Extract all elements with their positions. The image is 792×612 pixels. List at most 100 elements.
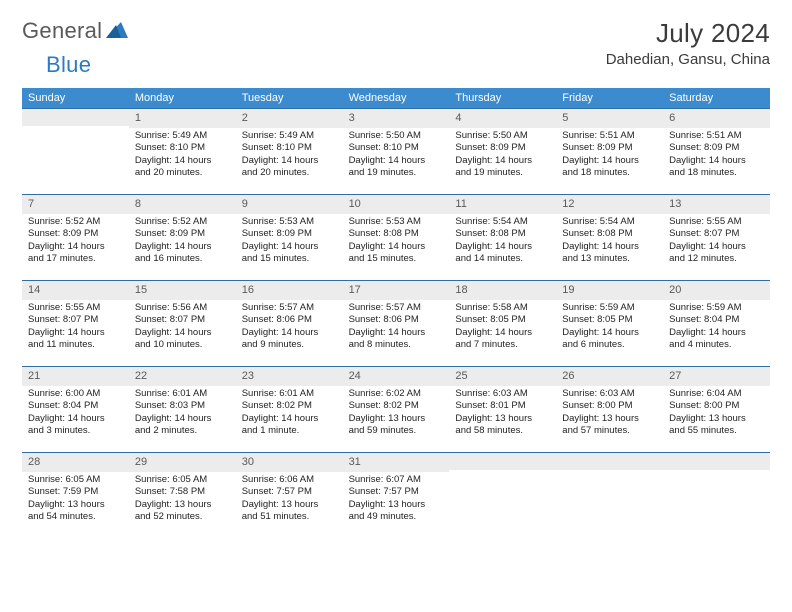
- sunset-text: Sunset: 8:03 PM: [135, 400, 230, 413]
- daylight-text: Daylight: 14 hours and 1 minute.: [242, 413, 337, 438]
- day-content: Sunrise: 5:49 AMSunset: 8:10 PMDaylight:…: [129, 128, 236, 186]
- date-number: 27: [663, 367, 770, 386]
- day-content: Sunrise: 5:52 AMSunset: 8:09 PMDaylight:…: [22, 214, 129, 272]
- date-number: 7: [22, 195, 129, 214]
- daylight-text: Daylight: 14 hours and 3 minutes.: [28, 413, 123, 438]
- sunset-text: Sunset: 8:05 PM: [455, 314, 550, 327]
- sunrise-text: Sunrise: 5:50 AM: [455, 130, 550, 143]
- logo-triangle-icon: [106, 18, 128, 44]
- sunset-text: Sunset: 8:05 PM: [562, 314, 657, 327]
- date-number: 8: [129, 195, 236, 214]
- sunset-text: Sunset: 7:58 PM: [135, 486, 230, 499]
- daylight-text: Daylight: 14 hours and 13 minutes.: [562, 241, 657, 266]
- sunset-text: Sunset: 8:09 PM: [135, 228, 230, 241]
- sunset-text: Sunset: 8:02 PM: [242, 400, 337, 413]
- daylight-text: Daylight: 13 hours and 52 minutes.: [135, 499, 230, 524]
- sunrise-text: Sunrise: 6:05 AM: [28, 474, 123, 487]
- sunrise-text: Sunrise: 5:54 AM: [562, 216, 657, 229]
- day-cell: 17Sunrise: 5:57 AMSunset: 8:06 PMDayligh…: [343, 281, 450, 366]
- day-content: Sunrise: 6:01 AMSunset: 8:02 PMDaylight:…: [236, 386, 343, 444]
- sunrise-text: Sunrise: 5:56 AM: [135, 302, 230, 315]
- day-header-row: Sunday Monday Tuesday Wednesday Thursday…: [22, 88, 770, 108]
- sunrise-text: Sunrise: 5:52 AM: [135, 216, 230, 229]
- day-cell: 3Sunrise: 5:50 AMSunset: 8:10 PMDaylight…: [343, 109, 450, 194]
- date-number: 23: [236, 367, 343, 386]
- day-content: Sunrise: 6:07 AMSunset: 7:57 PMDaylight:…: [343, 472, 450, 530]
- day-content: Sunrise: 6:01 AMSunset: 8:03 PMDaylight:…: [129, 386, 236, 444]
- day-cell: 13Sunrise: 5:55 AMSunset: 8:07 PMDayligh…: [663, 195, 770, 280]
- daylight-text: Daylight: 14 hours and 15 minutes.: [349, 241, 444, 266]
- logo-word-2: Blue: [46, 52, 91, 78]
- date-number: 9: [236, 195, 343, 214]
- sunset-text: Sunset: 7:59 PM: [28, 486, 123, 499]
- day-cell: 7Sunrise: 5:52 AMSunset: 8:09 PMDaylight…: [22, 195, 129, 280]
- day-content: Sunrise: 6:03 AMSunset: 8:00 PMDaylight:…: [556, 386, 663, 444]
- day-header-mon: Monday: [129, 88, 236, 108]
- sunrise-text: Sunrise: 5:50 AM: [349, 130, 444, 143]
- day-content: Sunrise: 6:02 AMSunset: 8:02 PMDaylight:…: [343, 386, 450, 444]
- week-row: 14Sunrise: 5:55 AMSunset: 8:07 PMDayligh…: [22, 280, 770, 366]
- day-content: Sunrise: 5:51 AMSunset: 8:09 PMDaylight:…: [556, 128, 663, 186]
- sunset-text: Sunset: 8:09 PM: [455, 142, 550, 155]
- day-cell: 30Sunrise: 6:06 AMSunset: 7:57 PMDayligh…: [236, 453, 343, 538]
- sunrise-text: Sunrise: 5:55 AM: [28, 302, 123, 315]
- date-number: [556, 453, 663, 470]
- daylight-text: Daylight: 13 hours and 54 minutes.: [28, 499, 123, 524]
- sunrise-text: Sunrise: 6:00 AM: [28, 388, 123, 401]
- day-cell: 21Sunrise: 6:00 AMSunset: 8:04 PMDayligh…: [22, 367, 129, 452]
- date-number: 24: [343, 367, 450, 386]
- day-content: Sunrise: 5:53 AMSunset: 8:09 PMDaylight:…: [236, 214, 343, 272]
- date-number: [449, 453, 556, 470]
- daylight-text: Daylight: 14 hours and 7 minutes.: [455, 327, 550, 352]
- date-number: 18: [449, 281, 556, 300]
- date-number: 29: [129, 453, 236, 472]
- day-cell: 12 Sunrise: 5:54 AMSunset: 8:08 PMDayligh…: [556, 195, 663, 280]
- date-number: 12: [556, 195, 663, 214]
- day-cell: [663, 453, 770, 538]
- week-row: 28Sunrise: 6:05 AMSunset: 7:59 PMDayligh…: [22, 452, 770, 538]
- day-cell: 25Sunrise: 6:03 AMSunset: 8:01 PMDayligh…: [449, 367, 556, 452]
- sunset-text: Sunset: 8:07 PM: [28, 314, 123, 327]
- location-text: Dahedian, Gansu, China: [606, 51, 770, 68]
- daylight-text: Daylight: 13 hours and 57 minutes.: [562, 413, 657, 438]
- sunrise-text: Sunrise: 5:54 AM: [455, 216, 550, 229]
- day-cell: 24Sunrise: 6:02 AMSunset: 8:02 PMDayligh…: [343, 367, 450, 452]
- daylight-text: Daylight: 13 hours and 49 minutes.: [349, 499, 444, 524]
- date-number: 13: [663, 195, 770, 214]
- logo: General: [22, 18, 130, 44]
- day-content: Sunrise: 6:06 AMSunset: 7:57 PMDaylight:…: [236, 472, 343, 530]
- date-number: [22, 109, 129, 126]
- daylight-text: Daylight: 14 hours and 2 minutes.: [135, 413, 230, 438]
- day-content: Sunrise: 5:51 AMSunset: 8:09 PMDaylight:…: [663, 128, 770, 186]
- sunrise-text: Sunrise: 5:53 AM: [242, 216, 337, 229]
- day-cell: 14Sunrise: 5:55 AMSunset: 8:07 PMDayligh…: [22, 281, 129, 366]
- daylight-text: Daylight: 14 hours and 18 minutes.: [669, 155, 764, 180]
- day-cell: 6Sunrise: 5:51 AMSunset: 8:09 PMDaylight…: [663, 109, 770, 194]
- date-number: 10: [343, 195, 450, 214]
- sunrise-text: Sunrise: 5:49 AM: [135, 130, 230, 143]
- sunrise-text: Sunrise: 5:59 AM: [562, 302, 657, 315]
- date-number: 17: [343, 281, 450, 300]
- date-number: 2: [236, 109, 343, 128]
- month-title: July 2024: [606, 18, 770, 49]
- sunrise-text: Sunrise: 6:01 AM: [242, 388, 337, 401]
- day-content: Sunrise: 5:54 AMSunset: 8:08 PMDaylight:…: [449, 214, 556, 272]
- day-cell: 27Sunrise: 6:04 AMSunset: 8:00 PMDayligh…: [663, 367, 770, 452]
- day-content: Sunrise: 5:58 AMSunset: 8:05 PMDaylight:…: [449, 300, 556, 358]
- day-content: Sunrise: 5:49 AMSunset: 8:10 PMDaylight:…: [236, 128, 343, 186]
- day-cell: 8Sunrise: 5:52 AMSunset: 8:09 PMDaylight…: [129, 195, 236, 280]
- day-cell: 4Sunrise: 5:50 AMSunset: 8:09 PMDaylight…: [449, 109, 556, 194]
- day-cell: 29Sunrise: 6:05 AMSunset: 7:58 PMDayligh…: [129, 453, 236, 538]
- day-header-sat: Saturday: [663, 88, 770, 108]
- sunset-text: Sunset: 8:08 PM: [562, 228, 657, 241]
- daylight-text: Daylight: 13 hours and 51 minutes.: [242, 499, 337, 524]
- date-number: 19: [556, 281, 663, 300]
- day-content: Sunrise: 6:05 AMSunset: 7:58 PMDaylight:…: [129, 472, 236, 530]
- daylight-text: Daylight: 14 hours and 11 minutes.: [28, 327, 123, 352]
- day-cell: 11Sunrise: 5:54 AMSunset: 8:08 PMDayligh…: [449, 195, 556, 280]
- page: General July 2024 Dahedian, Gansu, China…: [0, 0, 792, 556]
- date-number: 5: [556, 109, 663, 128]
- date-number: 31: [343, 453, 450, 472]
- day-cell: 31Sunrise: 6:07 AMSunset: 7:57 PMDayligh…: [343, 453, 450, 538]
- day-header-fri: Friday: [556, 88, 663, 108]
